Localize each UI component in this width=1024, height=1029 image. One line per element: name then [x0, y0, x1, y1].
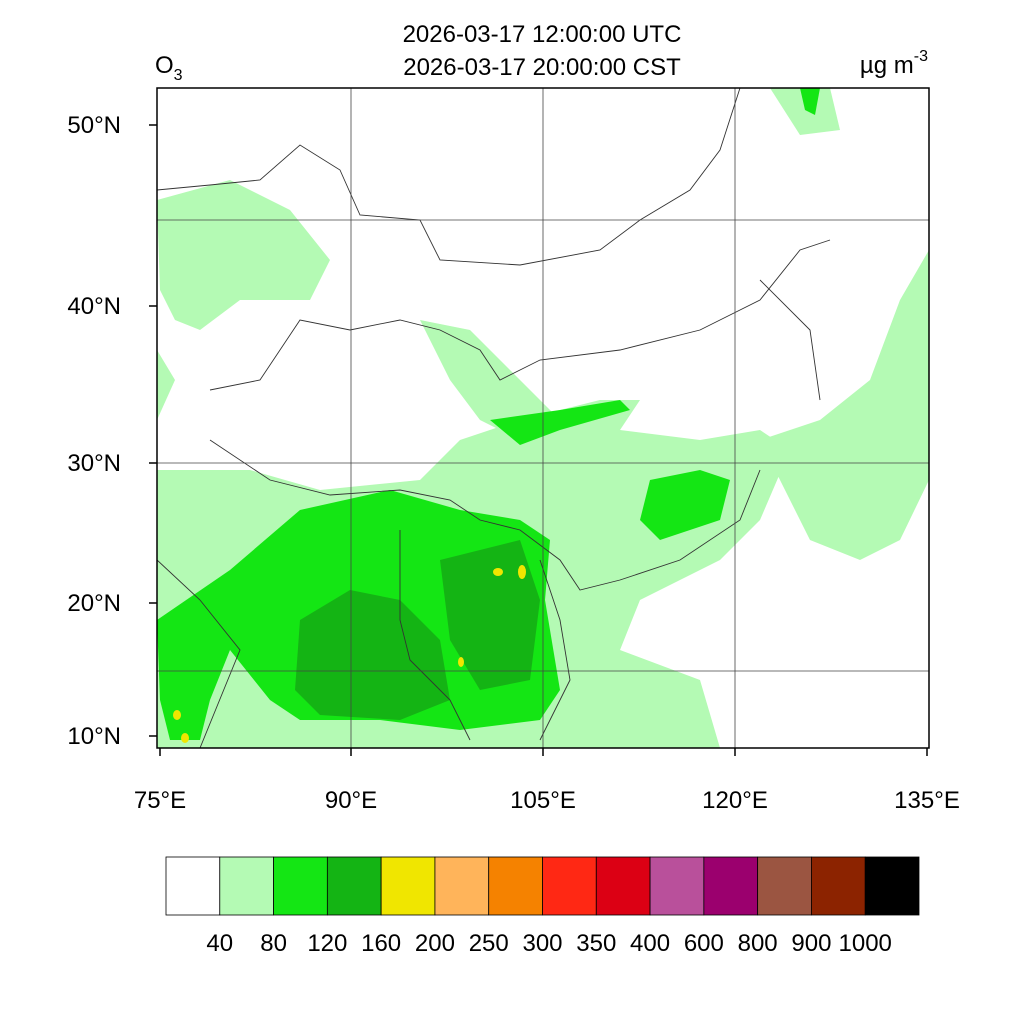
colorbar-box	[595, 856, 651, 916]
colorbar-box	[165, 856, 221, 916]
lat-label: 20°N	[67, 590, 121, 617]
colorbar: 40 80 120 160 200 250 300 350 400 600 800 900 1000	[165, 856, 920, 957]
colorbar-label: 400	[630, 930, 670, 957]
lon-labels: 75°E 90°E 105°E 120°E 135°E	[134, 748, 960, 814]
title-line: 2026-03-17 20:00:00 CST	[403, 54, 681, 81]
units-label: µg m-3	[860, 48, 928, 79]
colorbar-label: 80	[260, 930, 287, 957]
variable-name: O	[155, 52, 174, 79]
colorbar-box	[542, 856, 597, 916]
title-line: 2026-03-17 12:00:00 UTC	[403, 21, 682, 48]
lon-label: 75°E	[134, 787, 186, 814]
lon-label: 105°E	[510, 787, 576, 814]
map-field	[157, 88, 929, 748]
lat-label: 50°N	[67, 112, 121, 139]
colorbar-box	[488, 856, 543, 916]
lat-label: 40°N	[67, 293, 121, 320]
colorbar-label: 1000	[839, 930, 892, 957]
colorbar-box	[434, 856, 490, 916]
colorbar-label: 300	[522, 930, 562, 957]
colorbar-box	[273, 856, 328, 916]
colorbar-label: 350	[576, 930, 616, 957]
colorbar-box	[811, 856, 866, 916]
colorbar-label: 900	[791, 930, 831, 957]
colorbar-label: 250	[469, 930, 509, 957]
colorbar-label: 200	[415, 930, 455, 957]
colorbar-box	[326, 856, 382, 916]
colorbar-label: 600	[684, 930, 724, 957]
colorbar-box	[757, 856, 812, 916]
variable-label: O3	[155, 52, 183, 84]
colorbar-label: 40	[206, 930, 233, 957]
lon-label: 120°E	[702, 787, 768, 814]
units-base: µg m	[860, 52, 914, 79]
lat-label: 30°N	[67, 450, 121, 477]
colorbar-box	[380, 856, 436, 916]
colorbar-label: 120	[307, 930, 347, 957]
lat-label: 10°N	[67, 723, 121, 750]
colorbar-label: 800	[738, 930, 778, 957]
lon-label: 90°E	[325, 787, 377, 814]
colorbar-box	[703, 856, 759, 916]
units-superscript: -3	[914, 48, 928, 65]
lat-labels: 50°N 40°N 30°N 20°N 10°N	[67, 112, 157, 750]
colorbar-box	[864, 856, 920, 916]
colorbar-box	[219, 856, 274, 916]
colorbar-box	[649, 856, 705, 916]
lon-label: 135°E	[894, 787, 960, 814]
variable-subscript: 3	[174, 67, 183, 84]
colorbar-label: 160	[361, 930, 401, 957]
